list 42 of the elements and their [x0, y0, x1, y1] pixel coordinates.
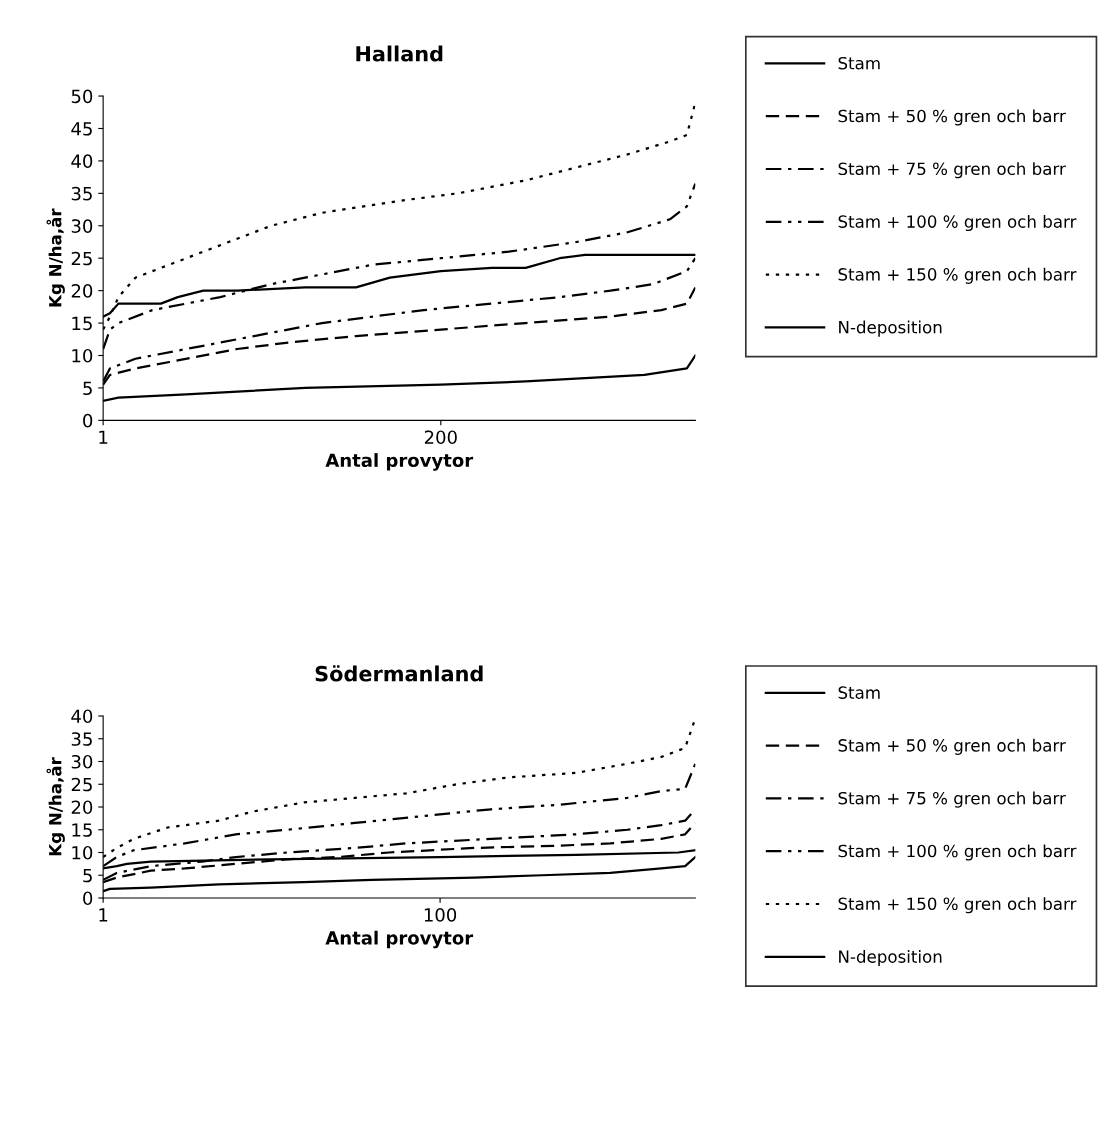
x-tick-label: 100 — [424, 908, 457, 922]
legend-label: Stam — [838, 686, 880, 699]
x-tick-label: 1 — [99, 430, 108, 444]
x-axis-title: Antal provytor — [325, 930, 474, 949]
y-tick-label: 35 — [71, 186, 92, 201]
y-tick-label: 30 — [71, 754, 93, 769]
legend-label: Stam + 150 % gren och barr — [838, 267, 1077, 284]
y-tick-label: 10 — [72, 348, 93, 363]
y-tick-label: 20 — [71, 800, 93, 815]
y-tick-label: 40 — [71, 709, 93, 724]
y-tick-label: 15 — [72, 316, 92, 331]
y-tick-label: 45 — [71, 122, 92, 136]
y-tick-label: 5 — [83, 381, 92, 396]
chart-title: Halland — [356, 45, 443, 62]
legend-label: Stam + 100 % gren och barr — [838, 214, 1077, 232]
legend-label: Stam + 50 % gren och barr — [838, 738, 1066, 755]
x-tick-label: 1 — [99, 908, 108, 922]
chart-title: Södermanland — [315, 665, 483, 682]
legend-label: N-deposition — [839, 320, 942, 337]
y-tick-label: 50 — [71, 89, 93, 104]
y-tick-label: 5 — [83, 868, 92, 883]
legend-label: Stam + 150 % gren och barr — [838, 897, 1077, 914]
legend-label: Stam + 100 % gren och barr — [838, 844, 1077, 861]
legend-label: N-deposition — [839, 949, 942, 967]
y-tick-label: 40 — [71, 154, 93, 169]
legend-label: Stam + 75 % gren och barr — [838, 162, 1066, 179]
y-axis-title: Kg N/ha,år — [46, 757, 65, 856]
x-tick-label: 200 — [424, 430, 457, 445]
x-axis-title: Antal provytor — [325, 453, 474, 471]
y-axis-title: Kg N/ha,år — [46, 208, 65, 307]
y-tick-label: 30 — [71, 219, 93, 233]
y-tick-label: 10 — [72, 845, 93, 860]
y-tick-label: 15 — [72, 823, 92, 837]
y-tick-label: 20 — [71, 284, 93, 298]
legend-label: Stam — [838, 56, 880, 70]
y-tick-label: 25 — [71, 251, 92, 266]
legend-label: Stam + 50 % gren och barr — [838, 109, 1066, 126]
legend-label: Stam + 75 % gren och barr — [838, 791, 1066, 808]
y-tick-label: 0 — [83, 413, 93, 428]
y-tick-label: 25 — [71, 777, 92, 792]
y-tick-label: 35 — [71, 732, 92, 746]
y-tick-label: 0 — [83, 891, 93, 906]
